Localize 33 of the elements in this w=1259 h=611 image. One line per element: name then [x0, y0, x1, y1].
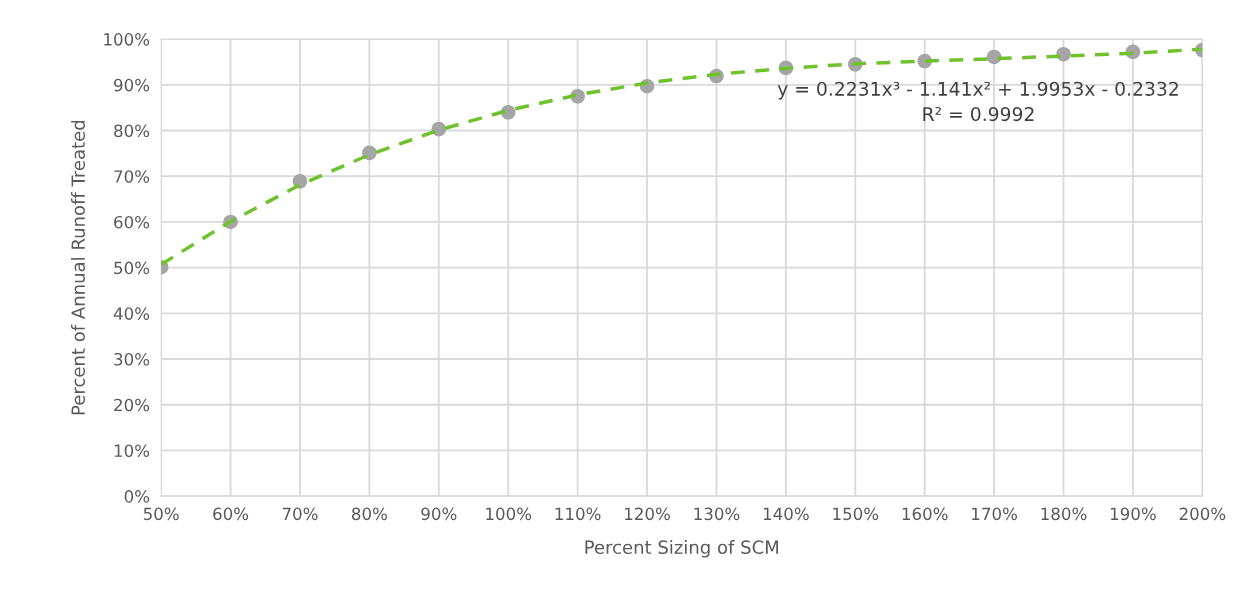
y-tick-label: 50% [114, 261, 150, 275]
x-tick-label: 190% [1110, 507, 1156, 521]
y-tick-label: 100% [104, 33, 150, 46]
y-tick-label: 30% [114, 352, 150, 366]
x-axis-title: Percent Sizing of SCM [585, 540, 779, 558]
x-tick-label: 170% [972, 507, 1018, 521]
point [362, 145, 377, 161]
x-tick-label: 70% [282, 507, 318, 521]
x-tick-label: 200% [1179, 507, 1226, 521]
y-tick-label: 60% [114, 215, 150, 229]
y-tick-label: 90% [114, 78, 150, 92]
y-tick-label: 10% [114, 444, 150, 457]
y-tick-label: 80% [114, 124, 150, 138]
y-axis-title: Percent of Annual Runoff Treated [71, 120, 86, 415]
x-tick-label: 180% [1041, 507, 1087, 521]
x-tick-label: 100% [486, 507, 532, 521]
x-tick-label: 120% [625, 507, 670, 521]
x-tick-label: 110% [555, 507, 601, 521]
x-tick-label: 60% [213, 507, 249, 521]
annotation: y = 0.2231x³ - 1.141x² + 1.9953x - 0.2332 R² = 0.9992 [777, 81, 1178, 122]
point [1056, 46, 1071, 62]
x-tick-label: 90% [421, 507, 457, 521]
y-tick-label: 0% [124, 490, 150, 503]
x-tick-label: 140% [763, 507, 809, 521]
y-tick-label: 20% [114, 398, 150, 412]
y-tick-label: 70% [114, 170, 150, 183]
y-tick-label: 40% [113, 307, 150, 320]
x-tick-label: 80% [352, 507, 387, 521]
x-tick-label: 160% [902, 507, 948, 521]
x-tick-label: 150% [833, 507, 879, 521]
x-tick-label: 50% [143, 507, 179, 521]
point [986, 49, 1002, 65]
x-tick-label: 130% [694, 507, 740, 521]
